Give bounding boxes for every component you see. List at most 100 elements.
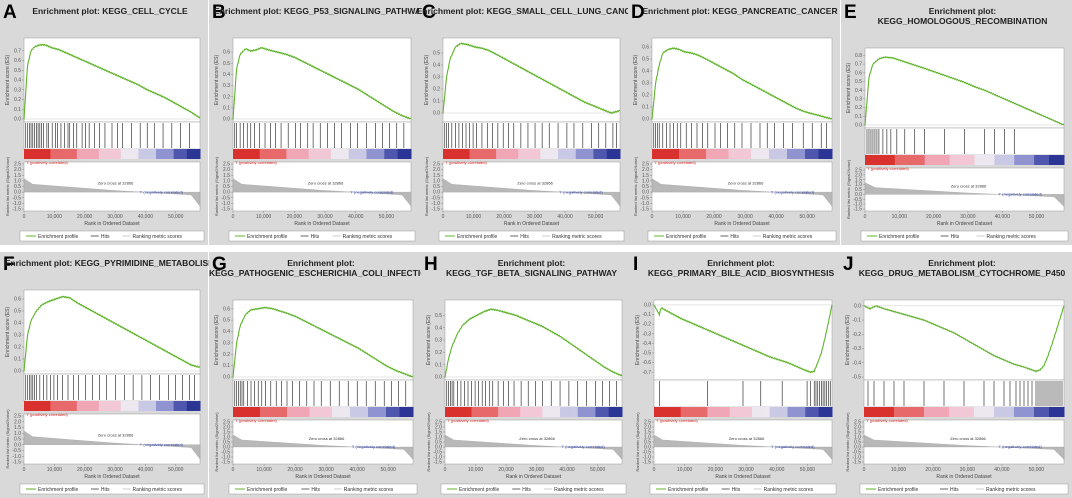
rank-gradient-cell <box>90 149 95 159</box>
rank-gradient-cell <box>725 407 731 417</box>
rank-gradient-cell <box>502 407 508 417</box>
rank-gradient-cell <box>255 149 261 159</box>
rank-gradient-cell <box>1039 155 1045 165</box>
rank-gradient-cell <box>68 149 73 159</box>
es-tick-label: 0.4 <box>435 325 442 331</box>
es-tick-label: 0.6 <box>223 306 230 312</box>
es-tick-label: 0.7 <box>14 48 21 54</box>
rank-gradient-cell <box>654 407 659 417</box>
metric-tick-label: 1.0 <box>223 435 230 441</box>
chart-title: Enrichment plot: KEGG_P53_SIGNALING_PATH… <box>214 6 426 16</box>
metric-tick-label: -1.0 <box>221 201 230 207</box>
rank-gradient-cell <box>300 407 306 417</box>
x-tick-label: 30,000 <box>738 467 754 473</box>
metric-tick-label: -1.0 <box>642 455 651 461</box>
rank-gradient-cell <box>1024 155 1030 165</box>
positive-correlated-label: 'I' (positively correlated) <box>447 418 489 423</box>
es-ylabel: Enrichment score (ES) <box>426 315 432 366</box>
rank-gradient-cell <box>32 149 38 159</box>
rank-gradient-cell <box>1044 155 1050 165</box>
rank-gradient-cell <box>760 149 765 159</box>
rank-gradient-cell <box>879 155 886 165</box>
rank-gradient-cell <box>729 407 735 417</box>
rank-gradient-cell <box>999 407 1005 417</box>
rank-gradient-cell <box>24 401 29 411</box>
es-ylabel: Enrichment score (ES) <box>633 55 639 106</box>
x-tick-label: 10,000 <box>466 214 482 220</box>
rank-gradient-cell <box>112 149 117 159</box>
metric-tick-label: 0.0 <box>644 445 651 451</box>
rank-gradient-cell <box>281 149 287 159</box>
rank-gradient-cell <box>138 149 144 159</box>
zero-cross-label: Zero cross at 32866 <box>517 180 553 185</box>
rank-gradient-cell <box>540 149 546 159</box>
x-tick-label: 50,000 <box>168 214 184 220</box>
metric-tick-label: -0.5 <box>221 195 230 201</box>
chart-title: Enrichment plot: KEGG_CELL_CYCLE <box>32 6 188 16</box>
rank-gradient-cell <box>478 149 484 159</box>
metric-tick-label: 0.0 <box>223 190 230 196</box>
rank-gradient-cell <box>924 155 931 165</box>
rank-gradient-cell <box>661 149 666 159</box>
ranking-metric-area <box>23 178 201 207</box>
rank-gradient-cell <box>186 401 192 411</box>
rank-gradient-cell <box>814 149 819 159</box>
rank-gradient-cell <box>914 407 920 417</box>
es-tick-label: 0.6 <box>223 50 230 56</box>
x-tick-label: 20,000 <box>498 467 514 473</box>
zero-cross-label: Zero cross at 32866 <box>309 436 345 441</box>
es-plot-area <box>864 47 1065 129</box>
es-tick-label: 0.4 <box>14 321 21 327</box>
rank-gradient-cell <box>395 407 400 417</box>
ranking-metric-area <box>653 434 833 460</box>
legend-es-label: Enrichment profile <box>247 234 288 240</box>
rank-gradient-cell <box>489 407 495 417</box>
es-ylabel: Enrichment score (ES) <box>845 315 851 366</box>
ranking-metric-area <box>232 434 414 460</box>
x-tick-label: 20,000 <box>287 467 303 473</box>
rank-gradient-cell <box>160 149 166 159</box>
rank-gradient-cell <box>710 149 716 159</box>
x-axis-label: Rank in Ordered Dataset <box>295 474 351 480</box>
rank-gradient-cell <box>702 407 708 417</box>
x-axis-label: Rank in Ordered Dataset <box>504 221 560 227</box>
legend-box <box>859 483 1069 495</box>
hits-area <box>23 373 201 402</box>
rank-gradient-cell <box>250 149 256 159</box>
gsea-panel-h: H Enrichment plot: KEGG_TGF_BETA_SIGNALING… <box>421 252 630 498</box>
rank-gradient-cell <box>944 407 950 417</box>
metric-tick-label: 1.5 <box>855 177 862 183</box>
metric-tick-label: 0.5 <box>435 440 442 446</box>
rank-gradient-cell <box>652 149 657 159</box>
x-tick-label: 50,000 <box>800 214 816 220</box>
rank-gradient-cell <box>805 149 810 159</box>
positive-correlated-label: 'I' (positively correlated) <box>235 160 277 165</box>
x-tick-label: 30,000 <box>527 214 543 220</box>
rank-gradient-cell <box>698 407 704 417</box>
rank-gradient-cell <box>586 407 592 417</box>
es-tick-label: 0.3 <box>855 96 862 102</box>
panel-label: A <box>3 2 17 23</box>
x-tick-label: 0 <box>232 214 235 220</box>
metric-tick-label: -1.0 <box>431 201 440 207</box>
rank-gradient-cell <box>357 149 363 159</box>
zero-cross-label: Zero cross at 32866 <box>98 180 134 185</box>
x-tick-label: 30,000 <box>529 467 545 473</box>
panel-label: G <box>212 254 227 275</box>
rank-gradient-cell <box>142 401 148 411</box>
metric-area <box>23 161 201 212</box>
rank-gradient-cell <box>1034 155 1040 165</box>
metric-tick-label: 1.5 <box>14 425 21 431</box>
x-tick-label: 10,000 <box>47 214 63 220</box>
rank-gradient-cell <box>37 149 43 159</box>
rank-gradient-cell <box>689 407 695 417</box>
legend-box <box>649 483 837 495</box>
ranking-metric-area <box>864 182 1065 207</box>
rank-gradient-cell <box>471 407 477 417</box>
rank-gradient-cell <box>791 407 797 417</box>
gsea-chart: Enrichment plot: KEGG_PYRIMIDINE_METABOL… <box>5 258 215 495</box>
rank-gradient-cell <box>458 407 464 417</box>
chart-title: KEGG_TGF_BETA_SIGNALING_PATHWAY <box>446 268 617 278</box>
es-tick-label: 0.5 <box>642 57 649 63</box>
rank-gradient-cell <box>914 155 921 165</box>
